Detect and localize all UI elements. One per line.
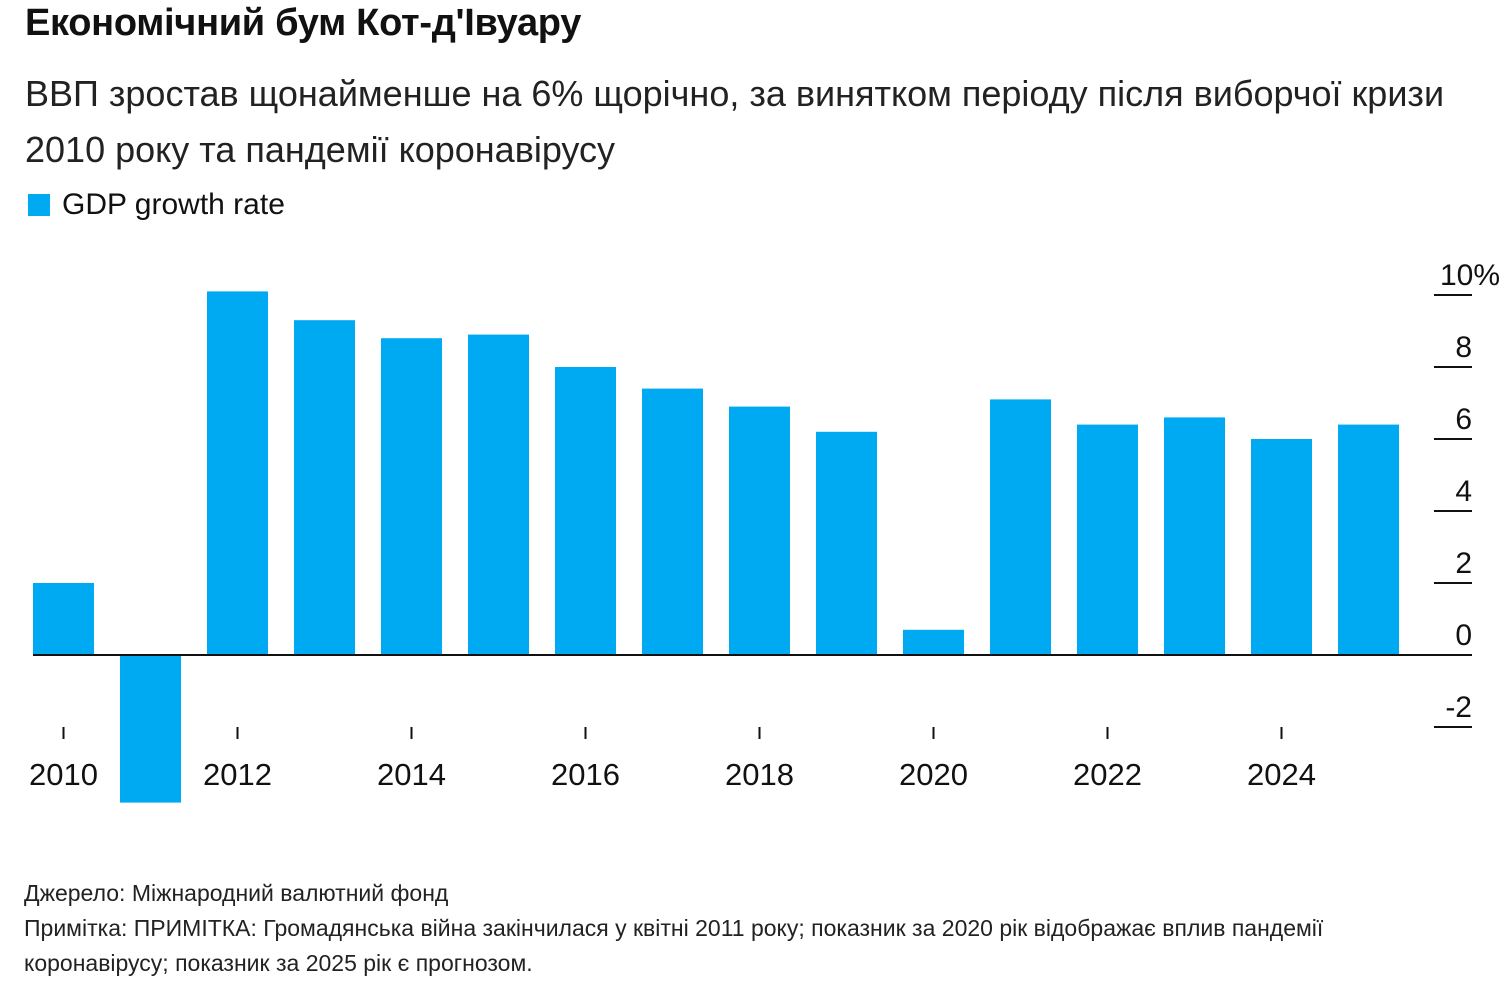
footnotes: Джерело: Міжнародний валютний фонд Примі… [24, 876, 1474, 981]
y-tick-label: 6 [1455, 403, 1472, 436]
legend-swatch [28, 194, 50, 216]
bar-2025 [1338, 424, 1399, 655]
y-tick-label: 8 [1455, 331, 1472, 364]
chart-subtitle: ВВП зростав щонайменше на 6% щорічно, за… [25, 73, 1445, 170]
x-tick-label: 2024 [1247, 757, 1316, 792]
x-tick-label: 2018 [725, 757, 794, 792]
x-tick-label: 2022 [1073, 757, 1142, 792]
y-tick-label: 2 [1455, 547, 1472, 580]
legend: GDP growth rate [28, 188, 285, 222]
bar-2024 [1251, 439, 1312, 655]
x-tick-label: 2016 [551, 757, 620, 792]
x-tick-label: 2012 [203, 757, 272, 792]
x-tick-label: 2014 [377, 757, 446, 792]
bar-2016 [555, 367, 616, 655]
bar-2011 [120, 655, 181, 803]
x-tick-label: 2010 [29, 757, 98, 792]
bar-2017 [642, 388, 703, 655]
legend-label: GDP growth rate [62, 188, 285, 221]
bar-2021 [990, 399, 1051, 655]
bar-2015 [468, 334, 529, 655]
note-text: Примітка: ПРИМІТКА: Громадянська війна з… [24, 915, 1324, 976]
y-tick-label: 4 [1455, 475, 1472, 508]
source-text: Джерело: Міжнародний валютний фонд [24, 880, 449, 906]
bar-2010 [33, 583, 94, 655]
x-tick-label: 2020 [899, 757, 968, 792]
bar-2014 [381, 338, 442, 655]
bar-2020 [903, 629, 964, 655]
bar-2023 [1164, 417, 1225, 655]
bar-2013 [294, 320, 355, 655]
bar-2012 [207, 291, 268, 655]
bar-2019 [816, 431, 877, 655]
bar-2018 [729, 406, 790, 655]
y-tick-label: 0 [1455, 619, 1472, 652]
y-tick-label: -2 [1445, 691, 1472, 724]
y-tick-label: 10% [1440, 259, 1500, 292]
chart-title: Економічний бум Кот-д'Івуару [25, 2, 582, 44]
bar-2022 [1077, 424, 1138, 655]
